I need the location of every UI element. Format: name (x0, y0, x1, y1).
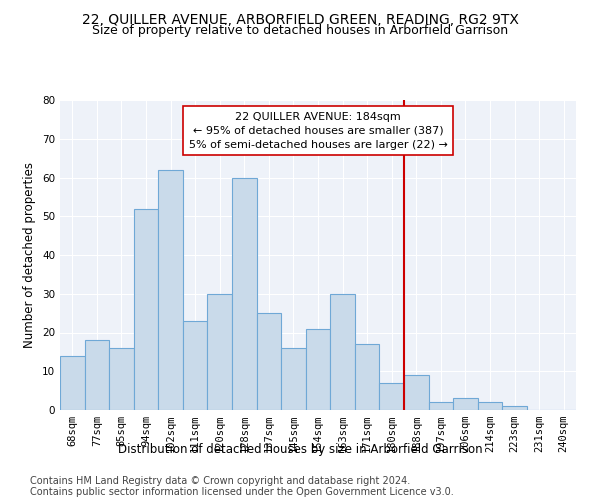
Bar (330, 294, 355, 410)
Text: Size of property relative to detached houses in Arborfield Garrison: Size of property relative to detached ho… (92, 24, 508, 37)
Bar (257, 313, 281, 410)
Bar (109, 348, 134, 410)
Text: 22 QUILLER AVENUE: 184sqm
← 95% of detached houses are smaller (387)
5% of semi-: 22 QUILLER AVENUE: 184sqm ← 95% of detac… (188, 112, 448, 150)
Bar (428, 402, 453, 410)
Y-axis label: Number of detached properties: Number of detached properties (23, 162, 37, 348)
Bar (158, 170, 183, 410)
Bar (478, 402, 502, 410)
Text: 22, QUILLER AVENUE, ARBORFIELD GREEN, READING, RG2 9TX: 22, QUILLER AVENUE, ARBORFIELD GREEN, RE… (82, 12, 518, 26)
Bar (134, 208, 158, 410)
Bar (208, 294, 232, 410)
Bar (60, 356, 85, 410)
Text: Distribution of detached houses by size in Arborfield Garrison: Distribution of detached houses by size … (118, 442, 482, 456)
Bar (306, 328, 330, 410)
Bar (502, 406, 527, 410)
Bar (183, 321, 208, 410)
Text: Contains HM Land Registry data © Crown copyright and database right 2024.: Contains HM Land Registry data © Crown c… (30, 476, 410, 486)
Bar (232, 178, 257, 410)
Bar (281, 348, 306, 410)
Text: Contains public sector information licensed under the Open Government Licence v3: Contains public sector information licen… (30, 487, 454, 497)
Bar (355, 344, 379, 410)
Bar (379, 383, 404, 410)
Bar (85, 340, 109, 410)
Bar (453, 398, 478, 410)
Bar (404, 375, 428, 410)
